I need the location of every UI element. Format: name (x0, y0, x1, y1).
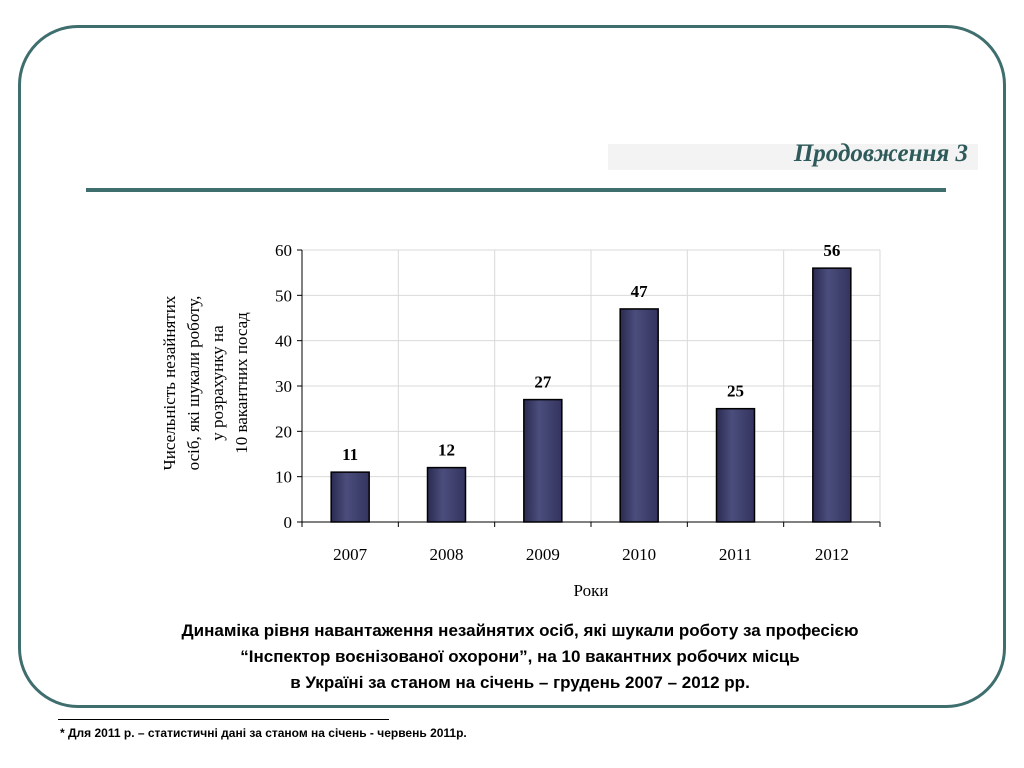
y-tick-label: 50 (275, 286, 292, 305)
bar-2008 (426, 466, 467, 523)
slide-frame (18, 25, 1006, 708)
bar-2009 (523, 398, 563, 523)
x-tick-label-2010: 2010 (622, 545, 656, 564)
x-tick-label-2009: 2009 (526, 545, 560, 564)
y-tick-label: 20 (275, 422, 292, 441)
x-tick-label-2007: 2007 (333, 545, 368, 564)
data-label-2011: 25 (727, 382, 744, 401)
y-axis-label-line: 10 вакантних посад (232, 312, 251, 454)
y-axis-label: Чисельність незайнятих осіб, які шукали р… (160, 295, 251, 470)
bar-2007 (330, 471, 370, 523)
y-axis-label-line: Чисельність незайнятих (160, 295, 179, 470)
data-label-2010: 47 (631, 282, 649, 301)
chart-grid (302, 249, 881, 522)
x-axis-label: Роки (574, 581, 609, 600)
x-tick-label-2008: 2008 (430, 545, 464, 564)
y-axis-label-line: у розрахунку на (208, 325, 227, 441)
footnote: * Для 2011 р. – статистичні дані за стан… (60, 726, 467, 740)
chart-axes: 2007 2008 2009 2010 2011 2012 0 10 20 30 40 50 60 (275, 241, 881, 564)
caption-line-1: Динаміка рівня навантаження незайнятих о… (181, 621, 859, 640)
data-label-2009: 27 (534, 373, 552, 392)
chart-bars (330, 267, 852, 523)
heading-rule (86, 188, 946, 192)
x-tick-label-2012: 2012 (815, 545, 849, 564)
y-axis-label-line: осіб, які шукали роботу, (184, 296, 203, 471)
bar-2011 (715, 407, 756, 523)
y-tick-label: 60 (275, 241, 292, 260)
chart-data-labels: 11 12 27 47 25 56 (342, 241, 840, 464)
bar-2010 (619, 308, 659, 523)
y-tick-label: 40 (275, 332, 292, 351)
data-label-2008: 12 (438, 441, 455, 460)
y-tick-label: 0 (284, 513, 293, 532)
heading-band (608, 144, 978, 170)
y-tick-label: 10 (275, 468, 292, 487)
y-tick-label: 30 (275, 377, 292, 396)
caption-line-2: “Інспектор воєнізованої охорони”, на 10 … (240, 647, 800, 666)
footnote-rule (58, 719, 389, 720)
data-label-2007: 11 (342, 445, 358, 464)
caption-line-3: в Україні за станом на січень – грудень … (290, 673, 750, 692)
data-label-2012: 56 (823, 241, 840, 260)
x-tick-label-2011: 2011 (719, 545, 752, 564)
slide-heading: Продовження 3 (793, 140, 968, 167)
y-axis-label-text: Чисельність незайнятих осіб, які шукали р… (160, 295, 251, 470)
bar-2012 (812, 267, 852, 523)
chart-caption: Динаміка рівня навантаження незайнятих о… (60, 618, 980, 696)
